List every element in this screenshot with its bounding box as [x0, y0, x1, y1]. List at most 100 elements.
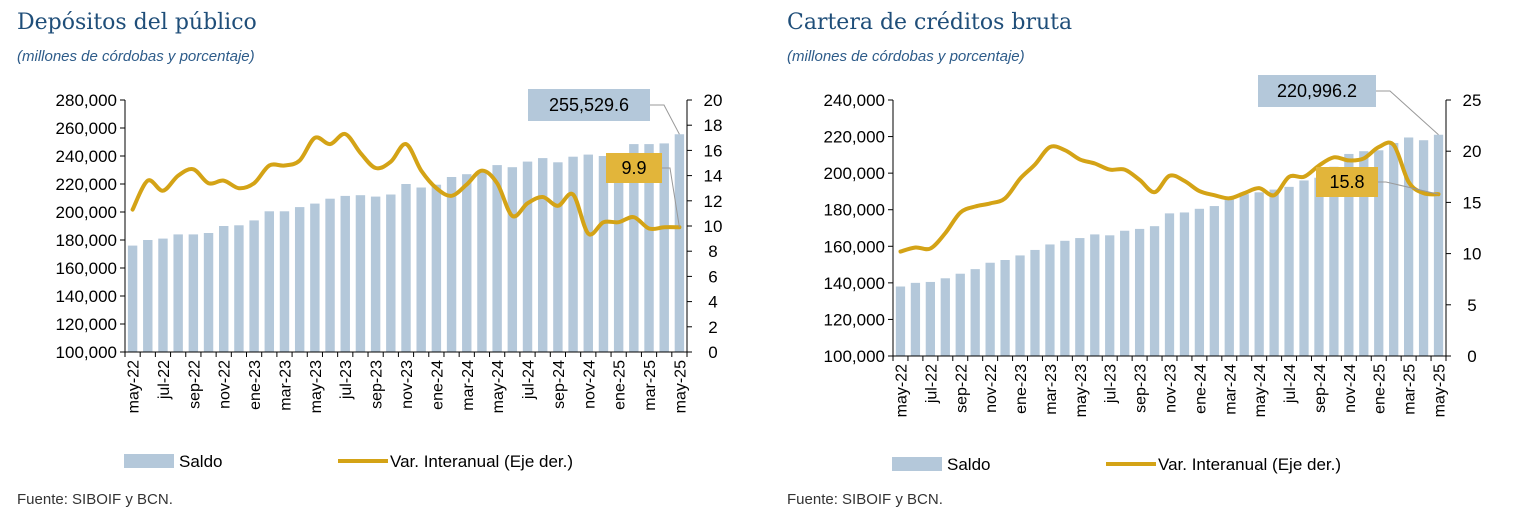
callout-leader	[1376, 90, 1439, 136]
chart-panel-depositos: Depósitos del público (millones de córdo…	[0, 0, 750, 529]
bar	[1314, 177, 1324, 356]
bar	[127, 245, 138, 352]
y-tick-label-right: 25	[1463, 91, 1482, 110]
x-tick-label: ene-25	[612, 360, 629, 410]
bar	[294, 207, 305, 352]
legend-label-bar: Saldo	[179, 452, 222, 471]
bar	[925, 281, 935, 356]
x-tick-label: mar-25	[1402, 364, 1419, 415]
x-tick-label: jul-23	[338, 360, 355, 400]
x-tick-label: jul-23	[1103, 364, 1120, 404]
x-tick-label: nov-22	[217, 360, 234, 409]
y-tick-label-right: 4	[708, 293, 717, 312]
bar	[1433, 134, 1444, 356]
chart-canvas: 100,000 120,000 140,000 160,000 180,000 200,0…	[56, 89, 723, 471]
bar	[985, 262, 995, 356]
y-tick-label-right: 10	[704, 217, 723, 236]
bar	[1389, 142, 1399, 356]
x-tick-label: sep-23	[1133, 364, 1150, 413]
y-tick-label-left: 240,000	[824, 91, 885, 110]
callout-line-box	[1316, 167, 1378, 197]
bar	[507, 167, 518, 352]
bar	[446, 177, 457, 352]
bar	[674, 134, 685, 352]
bar	[1344, 153, 1354, 356]
x-tick-label: jul-24	[1282, 364, 1299, 404]
bar	[1269, 189, 1279, 356]
y-tick-label-left: 100,000	[824, 347, 885, 366]
x-tick-label: ene-23	[247, 360, 264, 410]
x-tick-label: jul-24	[521, 360, 538, 400]
bar	[325, 198, 335, 352]
callout-bar-box	[1258, 75, 1376, 107]
bar	[1194, 208, 1205, 356]
x-tick-label: mar-23	[1043, 364, 1060, 415]
y-tick-label-right: 5	[1467, 296, 1476, 315]
bar	[1209, 206, 1219, 356]
callout-line-value: 9.9	[621, 158, 646, 178]
bar	[1224, 198, 1234, 356]
callout-bar-value: 220,996.2	[1277, 81, 1357, 101]
bar	[203, 233, 214, 352]
x-tick-label: may-25	[1432, 364, 1449, 417]
x-tick-label: may-22	[126, 360, 143, 413]
y-tick-label-right: 10	[1463, 245, 1482, 264]
legend-swatch-bar	[124, 454, 174, 468]
bar	[955, 273, 965, 356]
y-tick-label-right: 14	[704, 167, 723, 186]
bar	[1254, 192, 1264, 356]
bar	[1134, 228, 1145, 356]
y-tick-label-right: 20	[704, 91, 723, 110]
x-tick-label: mar-25	[642, 360, 659, 411]
bar	[583, 154, 593, 352]
bar	[1329, 166, 1339, 356]
y-tick-label-left: 200,000	[824, 164, 885, 183]
legend-label-bar: Saldo	[947, 455, 990, 474]
bar	[1418, 140, 1429, 356]
callout-bar-box	[528, 89, 650, 121]
y-tick-label-left: 100,000	[56, 343, 117, 362]
bar	[219, 226, 229, 352]
chart-subtitle: (millones de córdobas y porcentaje)	[787, 48, 1025, 65]
x-tick-label: sep-23	[369, 360, 386, 409]
bar	[1060, 240, 1070, 356]
bar	[1239, 194, 1249, 356]
bar	[537, 158, 548, 352]
y-tick-label-left: 280,000	[56, 91, 117, 110]
bar	[970, 269, 980, 356]
x-tick-label: ene-23	[1013, 364, 1030, 414]
chart-title: Cartera de créditos bruta	[787, 10, 1073, 35]
bar	[249, 220, 259, 352]
chart-panel-cartera: Cartera de créditos bruta (millones de c…	[770, 0, 1513, 529]
x-tick-label: sep-24	[551, 360, 568, 409]
bar	[279, 211, 290, 352]
bar	[1045, 244, 1055, 356]
y-tick-label-left: 160,000	[824, 237, 885, 256]
bar	[1179, 212, 1190, 356]
bar	[188, 234, 199, 352]
bar	[1015, 255, 1025, 356]
y-tick-label-left: 140,000	[824, 274, 885, 293]
y-tick-label-left: 240,000	[56, 147, 117, 166]
x-tick-label: nov-23	[1163, 364, 1180, 413]
bar	[1359, 151, 1369, 356]
bar	[1090, 234, 1100, 356]
x-tick-label: ene-24	[429, 360, 446, 410]
bar	[1120, 230, 1130, 356]
bar	[1075, 238, 1085, 356]
bar	[1000, 260, 1010, 356]
bar	[644, 144, 654, 352]
x-tick-label: nov-23	[399, 360, 416, 409]
x-tick-label: may-23	[1073, 364, 1090, 417]
series-line	[898, 140, 1441, 254]
y-tick-label-right: 20	[1463, 142, 1482, 161]
legend-swatch-bar	[892, 457, 942, 471]
bar	[355, 195, 366, 352]
x-tick-label: jul-22	[156, 360, 173, 400]
chart-source: Fuente: SIBOIF y BCN.	[17, 491, 173, 508]
bar	[264, 211, 275, 352]
bar	[143, 240, 153, 352]
y-tick-label-right: 12	[704, 192, 723, 211]
y-tick-label-right: 16	[704, 141, 723, 160]
bar	[477, 170, 487, 352]
